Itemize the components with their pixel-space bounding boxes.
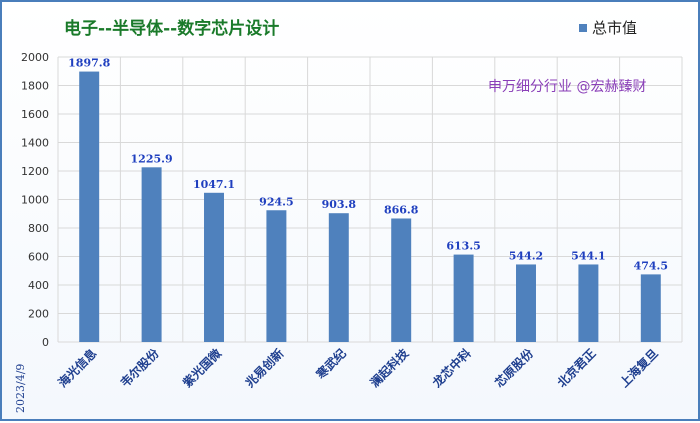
bar (578, 264, 599, 342)
y-tick-label: 400 (28, 279, 49, 292)
annotation-text: 申万细分行业 @宏赫臻财 (488, 79, 646, 95)
x-tick-label: 芯原股份 (492, 345, 537, 390)
data-label: 474.5 (634, 259, 668, 272)
data-label: 544.2 (509, 249, 543, 262)
data-label: 544.1 (571, 249, 605, 262)
x-tick-label: 韦尔股份 (117, 345, 162, 390)
bar (328, 213, 349, 342)
data-label: 1897.8 (68, 57, 110, 70)
x-tick-label: 海光信息 (55, 346, 100, 391)
y-tick-label: 0 (42, 336, 49, 349)
bar (391, 218, 412, 342)
y-tick-label: 1400 (21, 137, 49, 150)
x-tick-label: 紫光国微 (180, 345, 225, 390)
date-label: 2023/4/9 (14, 364, 27, 413)
bar (266, 210, 287, 342)
data-label: 613.5 (446, 240, 480, 253)
y-tick-label: 200 (28, 308, 49, 321)
y-tick-label: 1800 (21, 80, 49, 93)
x-tick-label: 龙芯中科 (429, 346, 474, 391)
bar (640, 274, 661, 342)
bar (79, 71, 100, 342)
x-axis-ticks: 海光信息 韦尔股份 紫光国微 兆易创新 寒武纪 澜起科技 龙芯中科 芯原股份 北京君正 上海复旦 (55, 345, 661, 390)
x-tick-label: 兆易创新 (242, 346, 287, 391)
data-label: 903.8 (322, 198, 357, 211)
x-tick-label: 上海复旦 (616, 346, 661, 391)
y-tick-label: 1200 (21, 165, 49, 178)
x-tick-label: 寒武纪 (312, 346, 349, 383)
data-label: 866.8 (384, 203, 419, 216)
bars (79, 71, 661, 342)
data-label: 1047.1 (193, 178, 235, 191)
data-label: 924.5 (259, 195, 293, 208)
y-tick-label: 2000 (21, 51, 49, 64)
legend-label: 总市值 (592, 19, 637, 37)
y-tick-label: 1000 (21, 194, 49, 207)
y-tick-label: 800 (28, 222, 49, 235)
data-labels: 1897.8 1225.9 1047.1 924.5 903.8 866.8 613.5 54… (68, 57, 668, 273)
bar (204, 192, 224, 342)
gridlines (57, 56, 683, 343)
bar (141, 167, 162, 342)
legend-swatch (579, 24, 587, 32)
data-label: 1225.9 (131, 152, 173, 165)
chart-title: 电子--半导体--数字芯片设计 (64, 18, 279, 39)
bar (453, 254, 474, 342)
bar (516, 264, 536, 342)
y-tick-label: 1600 (21, 108, 49, 121)
x-tick-label: 北京君正 (554, 346, 599, 391)
y-axis-ticks: 0 200 400 600 800 1000 1200 1400 1600 1800 2000 (21, 51, 49, 349)
y-tick-label: 600 (28, 251, 49, 264)
x-tick-label: 澜起科技 (367, 345, 412, 390)
